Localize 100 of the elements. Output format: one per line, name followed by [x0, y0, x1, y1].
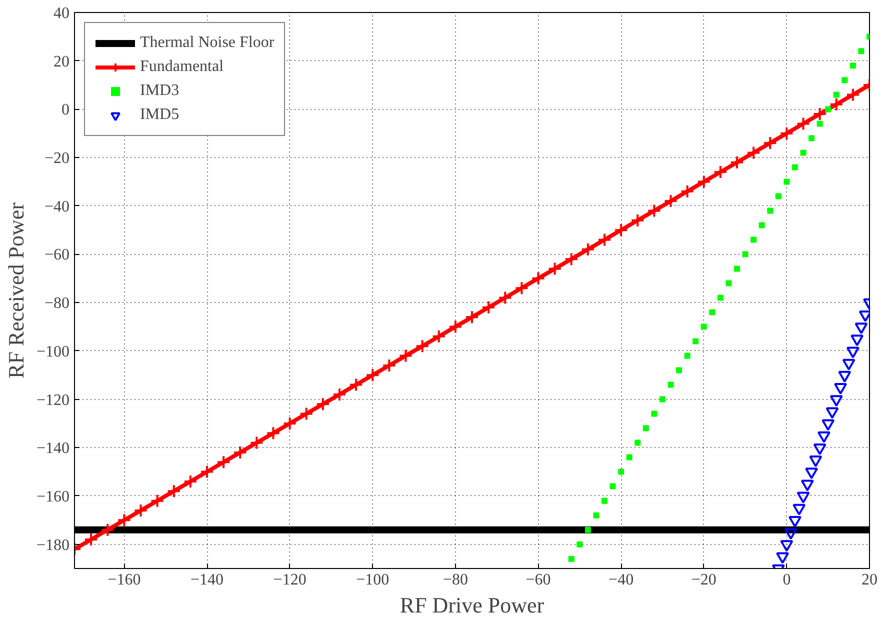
point [482, 300, 496, 314]
point [734, 266, 740, 272]
y-tick-label: −60 [44, 246, 70, 264]
point [200, 464, 214, 479]
point [266, 426, 280, 440]
y-tick-label: −140 [36, 440, 70, 458]
point [854, 322, 868, 334]
point [796, 116, 810, 131]
point [788, 516, 802, 528]
point [448, 320, 462, 334]
x-tick-label: 20 [862, 572, 878, 588]
point [717, 294, 724, 301]
point [842, 358, 856, 370]
y-tick-label: −100 [36, 343, 70, 360]
point [593, 512, 600, 518]
point [465, 310, 479, 324]
point [846, 88, 860, 102]
point [750, 236, 757, 243]
legend-label: Fundamental [140, 58, 224, 76]
point [816, 120, 823, 127]
point [758, 222, 765, 228]
point [713, 165, 728, 180]
x-tick-label: −60 [526, 572, 551, 588]
point [668, 382, 674, 388]
point [659, 396, 666, 402]
point [250, 436, 264, 450]
y-tick-label: −80 [44, 295, 70, 312]
point [696, 174, 711, 189]
point [684, 352, 690, 359]
point [398, 348, 413, 363]
point [564, 252, 578, 266]
point [742, 251, 748, 258]
point [647, 204, 662, 218]
point [316, 397, 330, 412]
point [514, 281, 529, 296]
point [332, 387, 346, 402]
point [812, 107, 827, 122]
point [813, 443, 826, 455]
point [233, 445, 248, 460]
point [850, 62, 856, 69]
x-tick-label: −40 [608, 572, 634, 588]
point [763, 136, 778, 150]
point [676, 367, 682, 374]
point [692, 338, 699, 344]
point [776, 552, 790, 564]
x-tick-label: −160 [108, 572, 141, 588]
y-tick-label: −160 [36, 488, 70, 506]
legend-label: IMD5 [140, 106, 180, 124]
point [796, 492, 810, 504]
point [150, 494, 164, 508]
point [610, 483, 616, 490]
point [598, 232, 612, 247]
x-tick-label: −120 [273, 572, 306, 588]
point [775, 193, 782, 200]
point [700, 324, 707, 330]
x-tick-label: 0 [782, 572, 791, 588]
y-tick-label: −20 [44, 150, 70, 168]
point [282, 416, 297, 430]
point [858, 48, 864, 54]
y-tick-label: 0 [62, 102, 70, 119]
x-tick-label: −100 [356, 572, 390, 588]
point [792, 504, 806, 516]
point [117, 513, 132, 528]
point [580, 242, 595, 256]
x-tick-label: −80 [442, 572, 468, 588]
point [842, 77, 848, 84]
point [709, 309, 716, 316]
point [602, 498, 608, 504]
point [618, 468, 624, 475]
point [584, 526, 591, 533]
point [805, 468, 818, 480]
y-tick-label: −180 [36, 536, 70, 554]
point [780, 126, 794, 140]
point [800, 150, 806, 156]
point [829, 97, 844, 112]
point [850, 334, 864, 346]
point [382, 358, 396, 372]
point [626, 454, 632, 460]
point [183, 474, 198, 488]
y-tick-label: −120 [36, 392, 70, 409]
x-tick-label: −140 [190, 572, 224, 588]
point [784, 528, 798, 540]
point [651, 410, 658, 417]
point [548, 262, 562, 276]
point [792, 164, 798, 170]
point [680, 184, 694, 198]
point [809, 456, 822, 468]
point [833, 92, 840, 98]
point [498, 290, 512, 305]
point [838, 370, 852, 382]
point [568, 556, 574, 562]
point [216, 455, 231, 470]
legend-label: Thermal Noise Floor [140, 34, 274, 52]
point [830, 395, 843, 407]
point [780, 540, 794, 552]
point [84, 532, 98, 546]
point [614, 223, 628, 238]
point [817, 431, 830, 443]
point [767, 208, 774, 214]
point [846, 346, 860, 358]
